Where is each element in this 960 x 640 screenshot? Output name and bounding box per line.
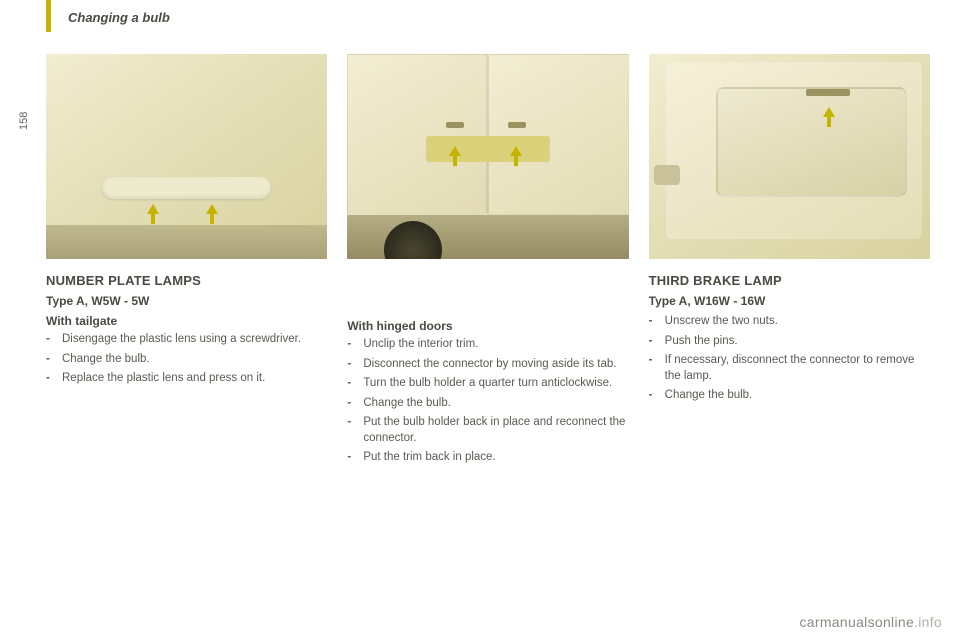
arrow-up-icon	[147, 204, 159, 224]
header-accent-bar	[46, 0, 51, 32]
label-with-hinged-doors: With hinged doors	[347, 319, 628, 333]
fig2-door-right	[488, 54, 629, 214]
heading-number-plate-lamps: NUMBER PLATE LAMPS	[46, 273, 327, 288]
figure-number-plate-hinged-doors	[347, 54, 628, 259]
step-item: Disconnect the connector by moving aside…	[347, 357, 628, 373]
spacer	[347, 273, 628, 319]
bulb-type-col1: Type A, W5W - 5W	[46, 294, 327, 308]
fig1-bumper	[46, 225, 327, 259]
step-item: Replace the plastic lens and press on it…	[46, 371, 327, 387]
page-number: 158	[18, 112, 30, 130]
column-2: With hinged doors Unclip the interior tr…	[347, 54, 628, 470]
step-item: Push the pins.	[649, 334, 930, 350]
step-item: Change the bulb.	[649, 388, 930, 404]
step-item: If necessary, disconnect the connector t…	[649, 353, 930, 384]
section-title: Changing a bulb	[68, 10, 170, 25]
steps-col2: Unclip the interior trim. Disconnect the…	[347, 337, 628, 470]
step-item: Put the trim back in place.	[347, 450, 628, 466]
step-item: Change the bulb.	[347, 396, 628, 412]
step-item: Change the bulb.	[46, 352, 327, 368]
steps-col1: Disengage the plastic lens using a screw…	[46, 332, 327, 391]
step-item: Unscrew the two nuts.	[649, 314, 930, 330]
column-1: NUMBER PLATE LAMPS Type A, W5W - 5W With…	[46, 54, 327, 470]
figure-third-brake-lamp	[649, 54, 930, 259]
column-3: THIRD BRAKE LAMP Type A, W16W - 16W Unsc…	[649, 54, 930, 470]
steps-col3: Unscrew the two nuts. Push the pins. If …	[649, 314, 930, 408]
figure-number-plate-tailgate	[46, 54, 327, 259]
arrow-up-icon	[449, 146, 461, 166]
arrow-up-icon	[510, 146, 522, 166]
fig1-plate-lens	[102, 177, 271, 199]
fig2-door-left	[347, 54, 488, 214]
content-columns: NUMBER PLATE LAMPS Type A, W5W - 5W With…	[46, 54, 930, 470]
fig2-plate	[426, 136, 550, 162]
step-item: Turn the bulb holder a quarter turn anti…	[347, 376, 628, 392]
step-item: Disengage the plastic lens using a screw…	[46, 332, 327, 348]
fig2-lamp	[508, 122, 526, 128]
fig3-window	[716, 87, 907, 198]
heading-third-brake-lamp: THIRD BRAKE LAMP	[649, 273, 930, 288]
footer-site: carmanualsonline	[800, 614, 915, 630]
footer-watermark: carmanualsonline.info	[800, 614, 943, 630]
footer-tld: .info	[914, 614, 942, 630]
arrow-up-icon	[823, 107, 835, 127]
fig3-mirror	[654, 165, 680, 185]
fig2-lamp	[446, 122, 464, 128]
label-with-tailgate: With tailgate	[46, 314, 327, 328]
bulb-type-col3: Type A, W16W - 16W	[649, 294, 930, 308]
step-item: Put the bulb holder back in place and re…	[347, 415, 628, 446]
arrow-up-icon	[206, 204, 218, 224]
fig3-brake-lamp	[806, 89, 850, 96]
step-item: Unclip the interior trim.	[347, 337, 628, 353]
